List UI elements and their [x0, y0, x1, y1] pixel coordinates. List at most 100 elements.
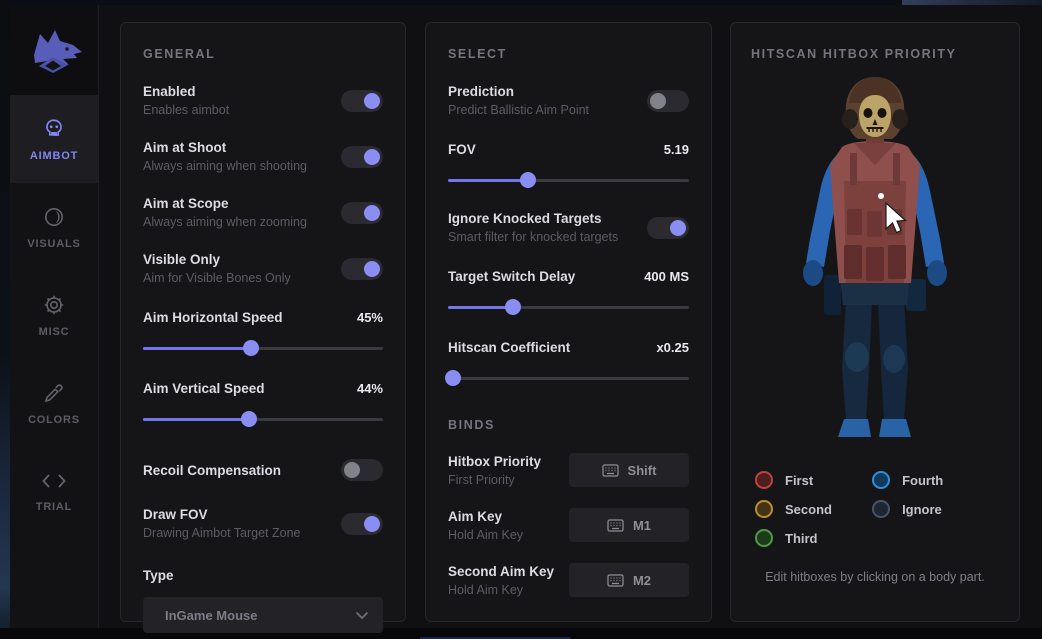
general-header: GENERAL — [143, 47, 216, 61]
sidebar-item-trial[interactable]: TRIAL — [10, 447, 98, 535]
hitbox-edit-hint: Edit hitboxes by clicking on a body part… — [765, 570, 985, 584]
sidebar-label-aimbot: AIMBOT — [29, 149, 79, 162]
hitscan-coefficient-value: x0.25 — [656, 340, 689, 355]
switch-delay-slider[interactable] — [448, 299, 689, 315]
hitscan-coefficient-slider[interactable] — [444, 370, 689, 386]
setting-label: FOV — [448, 142, 476, 157]
recoil-compensation-toggle[interactable] — [341, 459, 383, 481]
setting-label: Enabled — [143, 84, 196, 99]
sidebar-item-visuals[interactable]: VISUALS — [10, 183, 98, 271]
slider-thumb[interactable] — [444, 370, 461, 386]
aim-type-selected-value: InGame Mouse — [165, 607, 258, 623]
aim-type-dropdown[interactable]: InGame Mouse — [143, 597, 383, 633]
legend-item-fourth: Fourth — [872, 471, 995, 489]
aim-key-keybind-button[interactable]: M1 — [569, 508, 689, 542]
toggle-knob — [650, 92, 666, 109]
setting-description: Aim for Visible Bones Only — [143, 271, 291, 285]
bind-label: Second Aim Key — [448, 563, 555, 579]
legend-item-third: Third — [755, 529, 872, 547]
setting-row-aim-at-shoot: Aim at Shoot Always aiming when shooting — [143, 140, 383, 173]
select-header: SELECT — [448, 47, 507, 61]
keybind-value: M1 — [632, 517, 652, 533]
aim-at-shoot-toggle[interactable] — [341, 145, 383, 168]
chevron-down-icon — [355, 611, 369, 619]
setting-row-ignore-knocked: Ignore Knocked Targets Smart filter for … — [448, 211, 689, 244]
sidebar-item-misc[interactable]: MISC — [10, 271, 98, 359]
sidebar-item-colors[interactable]: COLORS — [10, 359, 98, 447]
fourth-priority-swatch — [872, 471, 891, 489]
setting-row-hitscan-coefficient: Hitscan Coefficient x0.25 — [444, 340, 689, 386]
character-model[interactable] — [751, 69, 999, 461]
legend-label: Third — [785, 530, 818, 546]
setting-label: Aim at Shoot — [143, 140, 227, 155]
right-boot-hitbox — [879, 419, 911, 437]
keybind-value: M2 — [632, 572, 652, 588]
prediction-toggle[interactable] — [647, 89, 689, 112]
hitbox-priority-legend: First Fourth Second Ignore Third — [751, 471, 999, 547]
slider-fill — [143, 347, 251, 350]
sidebar: AIMBOT VISUALS MISC COLORS — [10, 5, 99, 628]
setting-row-aim-at-scope: Aim at Scope Always aiming when zooming — [143, 196, 383, 229]
setting-row-recoil: Recoil Compensation — [143, 459, 383, 481]
ignore-priority-swatch — [872, 500, 891, 518]
setting-row-vertical-speed: Aim Vertical Speed 44% — [143, 381, 383, 427]
bind-label: Aim Key — [448, 508, 503, 524]
sidebar-label-trial: TRIAL — [35, 500, 73, 513]
keyboard-icon — [601, 463, 619, 477]
keyboard-icon — [607, 573, 624, 587]
gear-icon — [44, 295, 64, 314]
hitbox-priority-keybind-button[interactable]: Shift — [569, 453, 689, 487]
keyboard-icon — [607, 518, 624, 532]
legend-item-ignore: Ignore — [872, 500, 995, 518]
bind-row-aim-key: Aim Key Hold Aim Key M1 — [448, 508, 689, 542]
slider-track — [448, 179, 689, 182]
setting-label: Aim Vertical Speed — [143, 381, 265, 396]
slider-thumb[interactable] — [505, 299, 522, 315]
bind-description: Hold Aim Key — [448, 582, 524, 597]
sidebar-item-aimbot[interactable]: AIMBOT — [10, 95, 98, 183]
bind-description: First Priority — [448, 472, 515, 487]
setting-row-visible-only: Visible Only Aim for Visible Bones Only — [143, 252, 383, 285]
skull-icon — [46, 118, 62, 136]
bind-label: Hitbox Priority — [448, 453, 542, 469]
hitbox-panel-title: HITSCAN HITBOX PRIORITY — [751, 47, 957, 61]
draw-fov-toggle[interactable] — [341, 512, 383, 535]
setting-row-prediction: Prediction Predict Ballistic Aim Point — [448, 84, 689, 117]
enabled-toggle[interactable] — [341, 89, 383, 112]
setting-label: Hitscan Coefficient — [448, 340, 571, 355]
slider-track — [448, 306, 689, 309]
setting-description: Enables aimbot — [143, 103, 230, 117]
setting-description: Drawing Aimbot Target Zone — [143, 526, 301, 540]
toggle-knob — [364, 515, 380, 532]
slider-thumb[interactable] — [243, 340, 259, 356]
slider-thumb[interactable] — [240, 411, 257, 427]
slider-thumb[interactable] — [519, 172, 536, 188]
window-top-edge — [0, 0, 1042, 5]
setting-row-draw-fov: Draw FOV Drawing Aimbot Target Zone — [143, 507, 383, 540]
horizontal-speed-slider[interactable] — [143, 340, 383, 356]
setting-description: Always aiming when zooming — [143, 215, 307, 229]
setting-row-type: Type InGame Mouse — [143, 568, 383, 633]
character-model-figure[interactable] — [780, 69, 970, 454]
aim-at-scope-toggle[interactable] — [341, 201, 383, 224]
second-aim-key-keybind-button[interactable]: M2 — [569, 563, 689, 597]
ignore-knocked-toggle[interactable] — [647, 216, 689, 239]
vertical-speed-slider[interactable] — [143, 411, 383, 427]
toggle-knob — [364, 204, 380, 221]
slider-fill — [448, 179, 528, 182]
slider-track — [448, 377, 689, 380]
fov-slider[interactable] — [448, 172, 689, 188]
visible-only-toggle[interactable] — [341, 257, 383, 280]
slider-track — [143, 418, 383, 421]
sidebar-label-misc: MISC — [38, 325, 70, 338]
setting-description: Smart filter for knocked targets — [448, 230, 619, 244]
bind-row-hitbox-priority: Hitbox Priority First Priority Shift — [448, 453, 689, 487]
third-priority-swatch — [755, 529, 773, 547]
legend-item-second: Second — [755, 500, 872, 518]
toggle-knob — [364, 148, 380, 165]
setting-label: Target Switch Delay — [448, 269, 576, 284]
keybind-value: Shift — [627, 462, 657, 478]
left-hand-hitbox — [803, 260, 823, 286]
slider-fill — [143, 418, 249, 421]
